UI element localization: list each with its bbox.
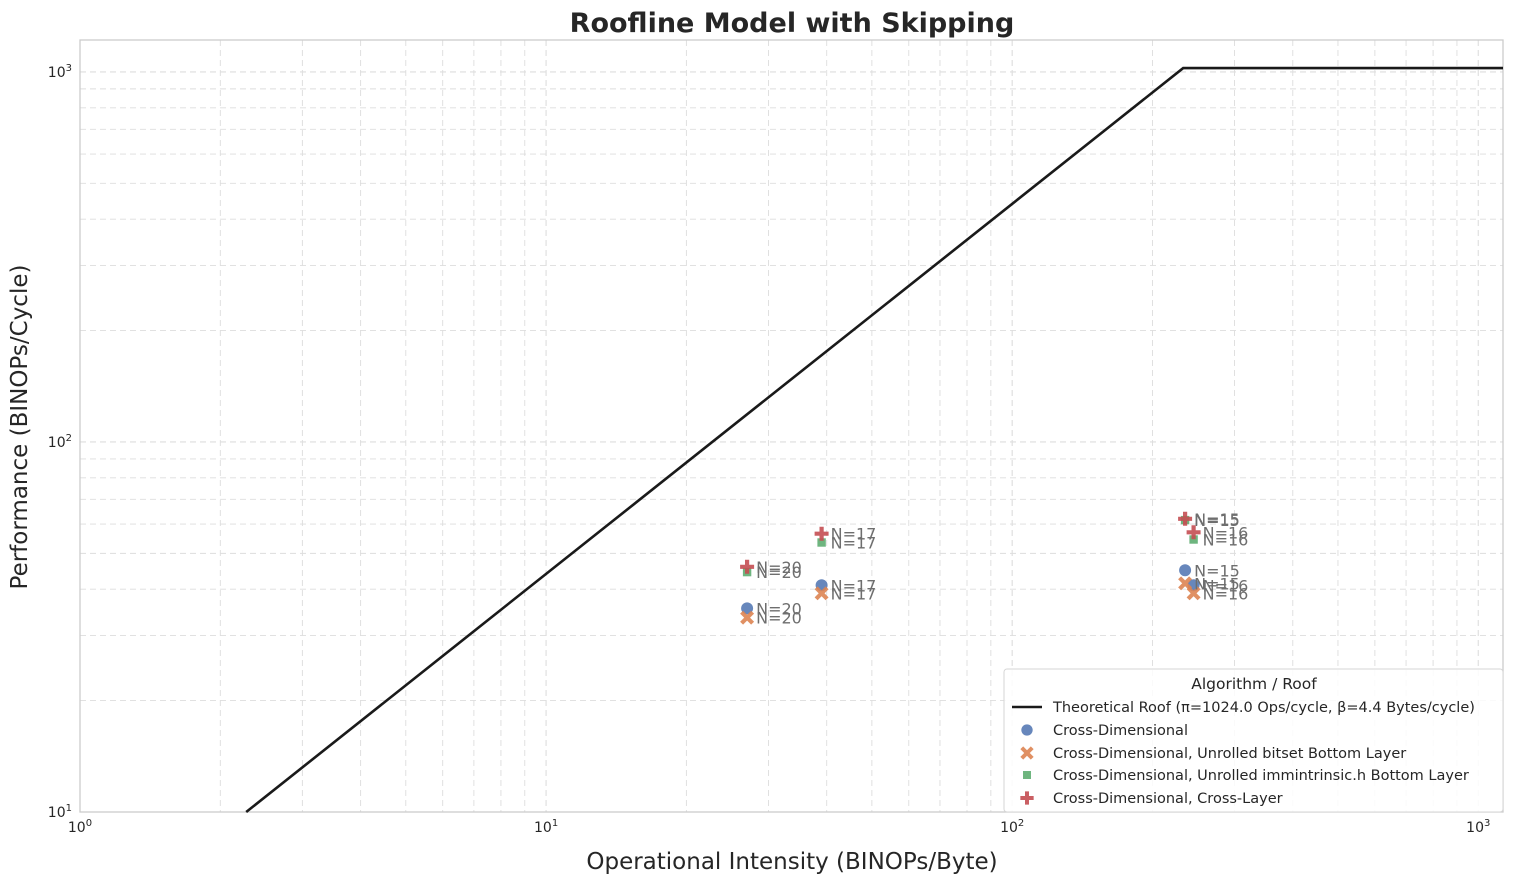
point-label: N=16 — [1203, 576, 1249, 595]
point-label: N=16 — [1203, 523, 1249, 542]
point-marker-x — [814, 586, 829, 601]
point-label: N=16 — [1203, 584, 1249, 603]
point-label: N=17 — [831, 584, 877, 603]
point-label: N=20 — [756, 609, 802, 628]
point-marker-x — [1186, 586, 1201, 601]
point-marker-circle — [1178, 563, 1193, 578]
x-tick-label: 101 — [534, 818, 558, 836]
point-label: N=15 — [1194, 574, 1240, 593]
roofline — [245, 66, 1503, 814]
x-axis-label: Operational Intensity (BINOPs/Byte) — [586, 849, 997, 875]
legend-marker-x — [1020, 746, 1034, 760]
point-label: N=15 — [1194, 511, 1240, 530]
point-labels: N=20N=17N=15N=16N=20N=17N=15N=16N=20N=17… — [756, 510, 1248, 628]
point-label: N=20 — [756, 599, 802, 618]
legend-markers — [1020, 723, 1034, 805]
point-label: N=17 — [831, 534, 877, 553]
grid-lines — [80, 40, 1503, 812]
legend-marker-circle — [1020, 723, 1034, 737]
y-tick-label: 101 — [48, 803, 72, 821]
legend-label-unrolled-bitset: Cross-Dimensional, Unrolled bitset Botto… — [1053, 746, 1406, 762]
x-tick-label: 102 — [1000, 818, 1024, 836]
legend-box — [1003, 668, 1504, 813]
legend: Algorithm / Roof Theoretical Roof (π=102… — [1003, 668, 1504, 813]
x-tick-label: 103 — [1466, 818, 1490, 836]
point-label: N=15 — [1194, 561, 1240, 580]
y-tick-label: 103 — [48, 63, 72, 81]
y-axis-label: Performance (BINOPs/Cycle) — [7, 265, 33, 590]
point-label: N=20 — [756, 563, 802, 582]
legend-label-cross-layer: Cross-Dimensional, Cross-Layer — [1053, 791, 1283, 807]
point-marker-plus — [1186, 525, 1201, 540]
point-marker-x — [740, 610, 755, 625]
legend-label-roof: Theoretical Roof (π=1024.0 Ops/cycle, β=… — [1052, 700, 1475, 716]
x-tick-label: 100 — [68, 818, 92, 836]
legend-marker-plus — [1020, 791, 1034, 805]
point-label: N=16 — [1203, 531, 1249, 550]
point-marker-square — [817, 538, 826, 547]
legend-label-unrolled-immintrinsic: Cross-Dimensional, Unrolled immintrinsic… — [1053, 768, 1469, 784]
legend-marker-square — [1023, 771, 1031, 779]
legend-label-cross-dimensional: Cross-Dimensional — [1053, 723, 1188, 739]
chart-title: Roofline Model with Skipping — [570, 8, 1015, 39]
point-label: N=20 — [756, 558, 802, 577]
point-marker-plus — [814, 526, 829, 541]
plot-frame — [79, 39, 1504, 813]
point-label: N=17 — [831, 525, 877, 544]
legend-title: Algorithm / Roof — [1191, 675, 1317, 693]
point-marker-square — [1189, 535, 1198, 544]
roofline-layer — [245, 66, 1503, 814]
point-marker-x — [1178, 576, 1193, 591]
point-marker-plus — [1178, 511, 1193, 526]
point-label: N=15 — [1194, 510, 1240, 529]
point-label: N=17 — [831, 576, 877, 595]
scatter-markers — [740, 511, 1201, 625]
y-tick-label: 102 — [48, 433, 72, 451]
point-marker-plus — [740, 559, 755, 574]
